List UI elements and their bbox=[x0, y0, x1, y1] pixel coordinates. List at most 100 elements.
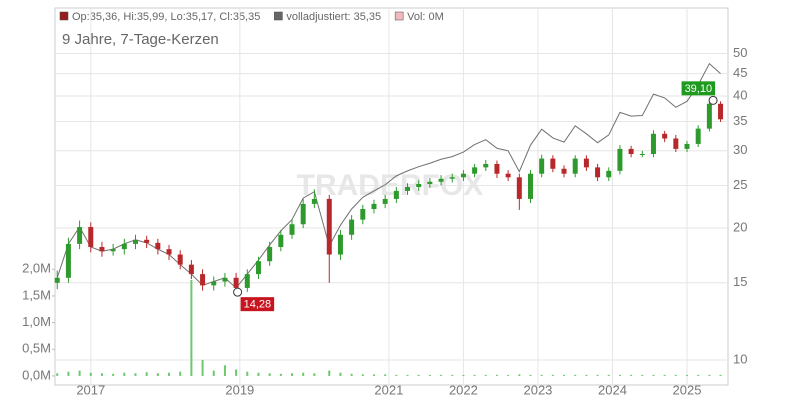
volume-bar bbox=[384, 374, 387, 376]
volume-bar bbox=[201, 359, 204, 376]
volume-bar bbox=[361, 374, 364, 376]
volume-bar bbox=[686, 374, 689, 376]
candle bbox=[188, 260, 194, 280]
candle-body bbox=[132, 239, 138, 244]
candle bbox=[200, 269, 206, 291]
volume-bar bbox=[428, 374, 431, 376]
volume-bar bbox=[56, 373, 59, 376]
candle bbox=[628, 145, 634, 158]
y-tick-label: 50 bbox=[733, 45, 747, 60]
candle bbox=[326, 194, 332, 283]
candle-body bbox=[494, 163, 500, 174]
candle-body bbox=[337, 234, 343, 255]
volume-bar bbox=[708, 374, 711, 376]
candle bbox=[99, 241, 105, 257]
volume-bar bbox=[235, 369, 238, 376]
candle-body bbox=[472, 167, 478, 174]
candle bbox=[427, 178, 433, 188]
candle bbox=[494, 160, 500, 179]
annotation-box bbox=[240, 297, 275, 312]
candle-body bbox=[371, 203, 377, 209]
candle bbox=[617, 145, 623, 175]
candle-body bbox=[650, 133, 656, 154]
volume-bar bbox=[395, 374, 398, 376]
candle bbox=[561, 165, 567, 178]
candle bbox=[472, 163, 478, 178]
volume-bar bbox=[663, 374, 666, 376]
volume-bar bbox=[350, 373, 353, 376]
candle bbox=[662, 130, 668, 143]
y-tick-label: 15 bbox=[733, 274, 747, 289]
candle-body bbox=[289, 224, 295, 235]
x-tick-label: 2022 bbox=[449, 382, 478, 397]
candle-body bbox=[382, 198, 388, 204]
volume-bar bbox=[78, 370, 81, 376]
candle bbox=[177, 250, 183, 270]
volume-bar bbox=[328, 370, 331, 376]
volume-bar bbox=[406, 374, 409, 376]
candle bbox=[684, 140, 690, 153]
candle bbox=[255, 256, 261, 280]
candle-body bbox=[505, 173, 511, 178]
candle-body bbox=[438, 178, 444, 182]
volume-bar bbox=[540, 374, 543, 376]
candle bbox=[382, 194, 388, 209]
candle-body bbox=[349, 219, 355, 235]
candle bbox=[54, 270, 60, 290]
candle bbox=[405, 183, 411, 195]
volume-bar bbox=[529, 374, 532, 376]
candle-body bbox=[449, 177, 455, 179]
subtitle: 9 Jahre, 7-Tage-Kerzen bbox=[62, 31, 219, 48]
candle-body bbox=[222, 277, 228, 282]
candle bbox=[550, 155, 556, 173]
candle bbox=[572, 155, 578, 178]
candle-body bbox=[516, 177, 522, 199]
candle bbox=[132, 234, 138, 250]
candle bbox=[244, 269, 250, 292]
y-tick-label: 25 bbox=[733, 177, 747, 192]
candle bbox=[278, 229, 284, 252]
candle bbox=[527, 170, 533, 204]
legend-label: Op:35,36, Hi:35,99, Lo:35,17, Cl:35,35 bbox=[72, 11, 260, 23]
candle-body bbox=[326, 198, 332, 255]
candle-body bbox=[144, 239, 150, 243]
y2-tick-label: 2,0M bbox=[22, 261, 51, 276]
candle bbox=[311, 189, 317, 209]
candle-body bbox=[416, 183, 422, 188]
candle-body bbox=[639, 153, 645, 155]
volume-bar bbox=[484, 374, 487, 376]
candle bbox=[88, 222, 94, 253]
legend-swatch bbox=[59, 11, 69, 21]
candle-body bbox=[561, 168, 567, 174]
annotation-marker bbox=[233, 287, 243, 297]
volume-bar bbox=[190, 279, 193, 376]
x-tick-label: 2017 bbox=[76, 382, 105, 397]
x-tick-label: 2025 bbox=[673, 382, 702, 397]
volume-bar bbox=[302, 372, 305, 376]
candle-body bbox=[662, 133, 668, 139]
y-tick-label: 10 bbox=[733, 351, 747, 366]
volume-bar bbox=[563, 374, 566, 376]
volume-bar bbox=[339, 372, 342, 376]
volume-bar bbox=[495, 374, 498, 376]
volume-bar bbox=[674, 374, 677, 376]
candle bbox=[393, 187, 399, 204]
candle-body bbox=[706, 103, 712, 129]
candle-body bbox=[405, 187, 411, 191]
annotation-label: 14,28 bbox=[244, 299, 272, 311]
volume-bar bbox=[462, 374, 465, 376]
candle-body bbox=[393, 190, 399, 199]
candle-body bbox=[54, 277, 60, 283]
candle-body bbox=[99, 247, 105, 252]
candle bbox=[639, 150, 645, 158]
volume-bar bbox=[697, 374, 700, 376]
candle bbox=[337, 229, 343, 261]
candle bbox=[449, 173, 455, 183]
candle-body bbox=[200, 274, 206, 286]
candle bbox=[211, 276, 217, 291]
candle bbox=[155, 238, 161, 255]
legend-label: Vol: 0M bbox=[407, 11, 444, 23]
candle-body bbox=[550, 158, 556, 169]
candle bbox=[360, 204, 366, 225]
